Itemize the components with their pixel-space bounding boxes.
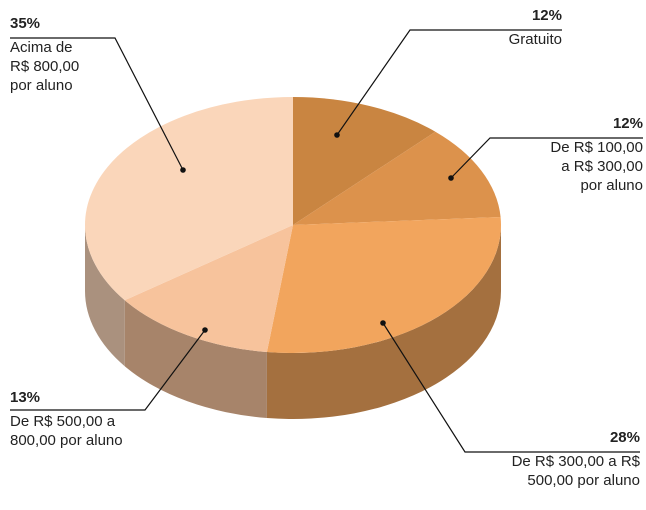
slice-side bbox=[266, 225, 501, 419]
slice-name: Gratuito bbox=[508, 31, 562, 48]
slice-label: 12% De R$ 100,00 a R$ 300,00 por aluno bbox=[550, 114, 643, 195]
leader-dot bbox=[180, 167, 186, 173]
slice-label: 35% Acima de R$ 800,00 por aluno bbox=[10, 14, 79, 95]
slice-name: De R$ 300,00 a R$ 500,00 por aluno bbox=[511, 453, 640, 489]
slice bbox=[266, 216, 502, 354]
slice-side bbox=[85, 225, 125, 367]
leader-line bbox=[10, 37, 184, 171]
slice bbox=[293, 97, 436, 225]
slice-name: De R$ 500,00 a 800,00 por aluno bbox=[10, 413, 123, 449]
slice-name: Acima de R$ 800,00 por aluno bbox=[10, 39, 80, 94]
leader-line bbox=[336, 29, 562, 136]
leader-dot bbox=[202, 327, 208, 333]
slice bbox=[293, 131, 501, 225]
slice-percent: 13% bbox=[10, 389, 41, 406]
slice-label: 13% De R$ 500,00 a 800,00 por aluno bbox=[10, 388, 123, 450]
slice bbox=[84, 97, 293, 301]
leader-line bbox=[450, 137, 643, 179]
slice-percent: 35% bbox=[10, 15, 41, 32]
slice-name: De R$ 100,00 a R$ 300,00 por aluno bbox=[550, 139, 643, 194]
slice-side bbox=[124, 300, 267, 418]
slice bbox=[124, 225, 294, 352]
leader-line bbox=[10, 329, 206, 411]
leader-dot bbox=[448, 175, 454, 181]
leader-dot bbox=[380, 320, 386, 326]
slice-percent: 28% bbox=[609, 429, 640, 446]
slice-label: 28% De R$ 300,00 a R$ 500,00 por aluno bbox=[512, 428, 640, 490]
leader-dot bbox=[334, 132, 340, 138]
slice-percent: 12% bbox=[531, 7, 562, 24]
leader-line bbox=[382, 322, 640, 453]
slice-label: 12% Gratuito bbox=[509, 6, 562, 49]
slice-percent: 12% bbox=[612, 115, 643, 132]
